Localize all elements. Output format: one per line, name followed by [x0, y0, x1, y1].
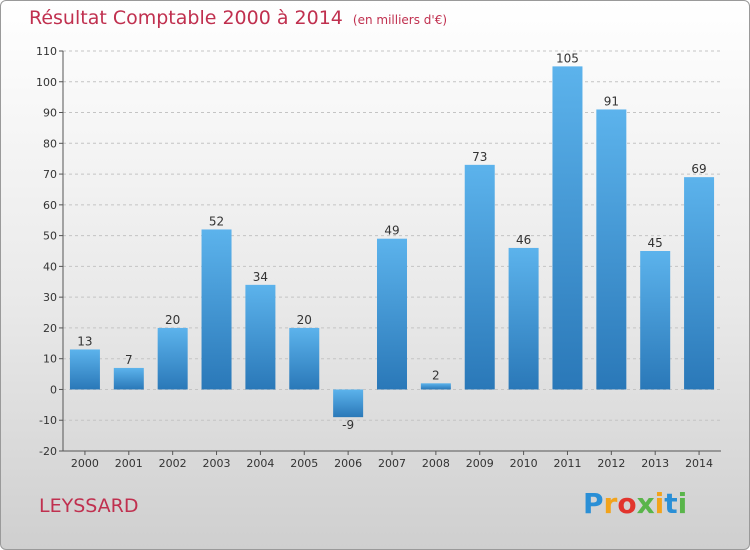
x-tick-label: 2012 — [597, 457, 625, 470]
y-tick-label: 60 — [43, 199, 57, 212]
data-label: 69 — [691, 162, 706, 176]
x-tick-label: 2007 — [378, 457, 406, 470]
logo-letter: P — [583, 487, 604, 520]
data-label: 105 — [556, 51, 579, 65]
y-tick-label: 50 — [43, 230, 57, 243]
x-tick-label: 2004 — [246, 457, 274, 470]
bar — [245, 284, 276, 390]
data-label: 34 — [253, 270, 268, 284]
logo-letter: r — [603, 487, 618, 520]
y-tick-label: 70 — [43, 168, 57, 181]
y-tick-label: 100 — [36, 76, 57, 89]
bar — [596, 109, 627, 390]
y-tick-label: 30 — [43, 291, 57, 304]
x-tick-label: 2011 — [553, 457, 581, 470]
y-tick-label: 10 — [43, 353, 57, 366]
bar — [420, 383, 451, 390]
bar — [333, 389, 364, 418]
x-tick-label: 2002 — [159, 457, 187, 470]
x-tick-label: 2001 — [115, 457, 143, 470]
bar — [113, 367, 144, 390]
x-tick-label: 2008 — [422, 457, 450, 470]
data-label: 2 — [432, 368, 440, 382]
bar — [464, 164, 495, 390]
chart-subtitle: (en milliers d'€) — [352, 13, 448, 27]
bar — [684, 177, 715, 390]
x-tick-label: 2006 — [334, 457, 362, 470]
y-tick-label: -20 — [39, 445, 57, 458]
data-label: 13 — [77, 334, 92, 348]
data-label: 20 — [297, 313, 312, 327]
data-label: 46 — [516, 233, 531, 247]
chart-title: Résultat Comptable 2000 à 2014 (en millie… — [29, 7, 447, 29]
bar — [552, 66, 583, 390]
y-tick-label: 40 — [43, 260, 57, 273]
x-tick-label: 2000 — [71, 457, 99, 470]
data-label: 52 — [209, 214, 224, 228]
data-label: 73 — [472, 150, 487, 164]
bar — [289, 327, 320, 390]
x-tick-label: 2003 — [203, 457, 231, 470]
bars: 13 7 20 52 34 20 -9 49 2 73 46 105 91 45 69 — [69, 51, 715, 432]
data-label: 20 — [165, 313, 180, 327]
bar — [640, 251, 671, 390]
x-tick-label: 2014 — [685, 457, 713, 470]
data-label: 45 — [648, 236, 663, 250]
y-tick-label: 0 — [50, 383, 57, 396]
logo-letter: t — [664, 487, 678, 520]
bar — [157, 327, 188, 390]
x-tick-label: 2010 — [510, 457, 538, 470]
town-name: LEYSSARD — [39, 495, 139, 517]
y-tick-label: 110 — [36, 45, 57, 58]
y-tick-label: 90 — [43, 107, 57, 120]
y-tick-label: -10 — [39, 414, 57, 427]
y-tick-label: 20 — [43, 322, 57, 335]
logo-letter: i — [654, 487, 665, 520]
logo-letter: x — [636, 487, 655, 520]
title-text: Résultat Comptable 2000 à 2014 — [29, 7, 343, 29]
data-label: -9 — [342, 418, 354, 432]
bar — [69, 349, 100, 390]
data-label: 49 — [384, 224, 399, 238]
x-axis-labels: 2000 2001 2002 2003 2004 2005 2006 2007 2008 2009… — [71, 451, 713, 470]
data-label: 91 — [604, 94, 619, 108]
y-axis-ticks: -20 -10 0 10 20 30 40 50 60 70 80 90 100 110 — [36, 45, 63, 458]
y-tick-label: 80 — [43, 137, 57, 150]
bar — [377, 238, 407, 390]
data-label: 7 — [125, 353, 133, 367]
proxiti-logo[interactable]: Proxiti — [583, 487, 687, 520]
x-tick-label: 2005 — [290, 457, 318, 470]
bar — [201, 229, 232, 390]
logo-letter: o — [617, 487, 637, 520]
bar — [508, 247, 539, 390]
logo-letter: i — [677, 487, 688, 520]
x-tick-label: 2009 — [466, 457, 494, 470]
x-tick-label: 2013 — [641, 457, 669, 470]
